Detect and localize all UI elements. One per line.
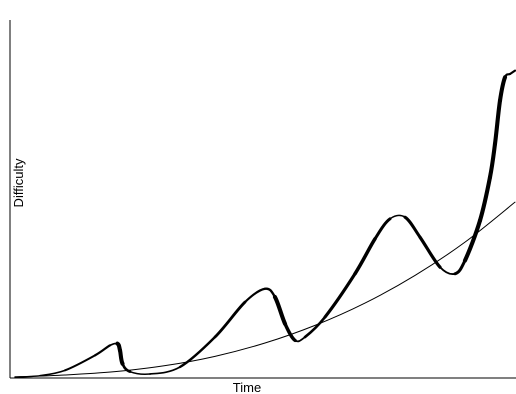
difficulty-curve-segment xyxy=(439,266,456,276)
difficulty-curve-segment xyxy=(294,336,306,343)
difficulty-curve-segment xyxy=(508,69,516,76)
y-axis-label: Difficulty xyxy=(11,158,26,207)
difficulty-curve-segment xyxy=(39,369,66,377)
difficulty-curve-segment xyxy=(389,214,406,220)
difficulty-curve-segment xyxy=(129,370,151,375)
difficulty-curve-segment xyxy=(403,215,422,239)
difficulty-curve-segment xyxy=(149,366,181,375)
difficulty-curve-segment xyxy=(373,217,392,241)
difficulty-curve-segment xyxy=(303,315,327,339)
difficulty-curve-segment xyxy=(93,344,112,357)
difficulty-curve-segment xyxy=(121,362,132,374)
difficulty-curve-segment xyxy=(243,287,267,304)
difficulty-curve-segment xyxy=(178,335,217,369)
difficulty-curve-segment xyxy=(477,175,493,223)
x-axis-label: Time xyxy=(233,380,261,394)
difficulty-curve-segment xyxy=(64,354,96,372)
difficulty-curve-segment xyxy=(492,98,503,146)
difficulty-curve-segment xyxy=(283,322,297,343)
difficulty-curve-segment xyxy=(323,272,357,319)
difficulty-curve-segment xyxy=(213,300,247,339)
difficulty-curve-segment xyxy=(14,374,41,378)
difficulty-curve-segment xyxy=(272,295,288,326)
difficulty-curve-segment xyxy=(353,237,377,276)
difficulty-curve-segment xyxy=(487,141,498,180)
difficulty-curve-segment xyxy=(497,75,508,103)
difficulty-curve-segment xyxy=(462,218,483,263)
difficulty-curve-segment xyxy=(117,348,125,366)
difficulty-curve-segment xyxy=(453,258,467,276)
difficulty-curve-segment xyxy=(418,235,442,269)
difficulty-curve-group xyxy=(14,69,516,378)
